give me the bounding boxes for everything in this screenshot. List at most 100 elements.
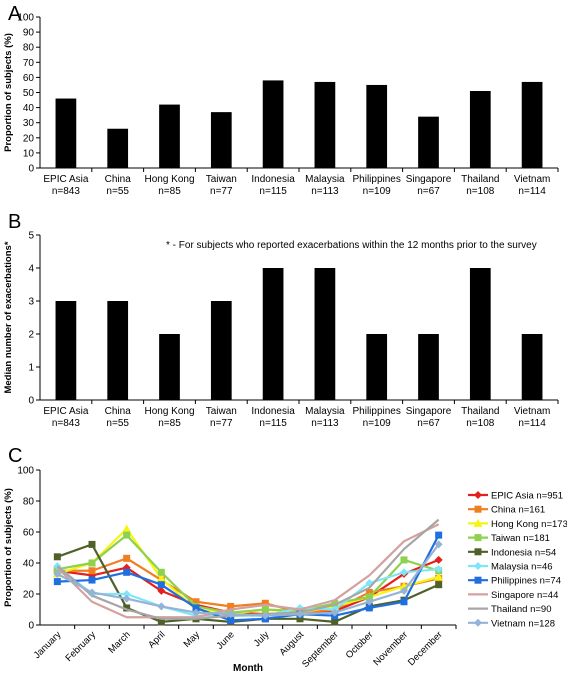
series-line xyxy=(53,540,443,620)
legend: EPIC Asia n=951 China n=161 Hong Kong n=17… xyxy=(468,491,567,629)
n-label: n=85 xyxy=(158,418,181,429)
data-point xyxy=(261,606,269,613)
y-tick-label: 70 xyxy=(23,58,35,69)
legend-item: Singapore n=44 xyxy=(468,590,558,601)
y-tick-label: 60 xyxy=(23,528,35,539)
legend-label: Malaysia n=46 xyxy=(491,562,553,573)
legend-label: Hong Kong n=173 xyxy=(491,519,567,530)
data-point xyxy=(435,581,443,589)
panel-label: A xyxy=(8,3,22,25)
legend-item: Taiwan n=181 xyxy=(468,533,550,544)
bar xyxy=(262,268,284,400)
series-line xyxy=(56,523,440,619)
annotation: * - For subjects who reported exacerbati… xyxy=(166,240,537,251)
data-point xyxy=(434,572,444,581)
bar xyxy=(418,116,439,168)
bar xyxy=(55,98,77,168)
x-tick-label: Indonesia xyxy=(251,174,295,185)
legend-label: Thailand n=90 xyxy=(491,604,551,615)
data-point xyxy=(192,608,200,617)
series-path xyxy=(56,543,440,617)
bar xyxy=(366,84,388,168)
n-label: n=114 xyxy=(518,418,546,429)
bar xyxy=(366,334,388,400)
data-point xyxy=(123,554,131,562)
data-point xyxy=(434,555,443,564)
y-tick-label: 100 xyxy=(17,466,34,477)
data-point xyxy=(53,569,62,578)
legend-item: Hong Kong n=173 xyxy=(468,518,567,530)
data-point xyxy=(365,588,373,596)
y-tick-label: 5 xyxy=(28,231,34,242)
y-axis-title: Proportion of subjects (%) xyxy=(3,33,14,152)
n-label: n=67 xyxy=(417,418,440,429)
y-tick-label: 100 xyxy=(17,13,34,24)
data-point xyxy=(227,616,235,624)
data-point xyxy=(474,505,482,513)
data-point xyxy=(122,590,131,598)
x-tick-label: May xyxy=(182,629,203,650)
data-point xyxy=(474,548,482,556)
n-label: n=113 xyxy=(311,186,339,197)
bar xyxy=(521,334,543,400)
data-point xyxy=(365,597,374,606)
x-tick-label: Thailand xyxy=(461,406,499,417)
data-point xyxy=(331,618,339,626)
bar xyxy=(469,268,491,400)
data-point xyxy=(261,611,270,620)
data-point xyxy=(122,524,132,533)
x-tick-label: March xyxy=(106,629,132,655)
series-path xyxy=(57,534,440,622)
x-tick-label: Philippines xyxy=(353,174,401,185)
x-tick-label: September xyxy=(300,629,341,670)
data-point xyxy=(88,576,96,584)
data-point xyxy=(365,593,373,601)
legend-item: Indonesia n=54 xyxy=(468,547,556,558)
bar-chart-panel-b: B 0 1 2 3 4 5 Median number of exacerbations* EP… xyxy=(3,211,559,429)
legend-label: Taiwan n=181 xyxy=(491,533,550,544)
data-point xyxy=(192,598,200,606)
y-tick-label: 4 xyxy=(28,264,34,275)
n-label: n=115 xyxy=(259,418,287,429)
legend-item: Vietnam n=128 xyxy=(468,618,555,629)
data-point xyxy=(88,559,96,567)
data-point xyxy=(53,578,61,586)
series-path xyxy=(56,523,440,619)
x-tick-label: EPIC Asia xyxy=(43,174,88,185)
x-tick-label: EPIC Asia xyxy=(43,406,88,417)
legend-label: Singapore n=44 xyxy=(491,590,558,601)
y-axis-title: Median number of exacerbations* xyxy=(3,241,14,393)
data-point xyxy=(227,602,235,610)
y-tick-label: 10 xyxy=(23,148,35,159)
n-label: n=843 xyxy=(52,418,81,429)
legend-item: Malaysia n=46 xyxy=(468,562,553,573)
data-point xyxy=(88,540,96,548)
x-tick-label: January xyxy=(32,629,64,661)
legend-item: Thailand n=90 xyxy=(468,604,551,615)
bar xyxy=(521,81,543,168)
bar xyxy=(55,301,77,400)
data-point xyxy=(400,598,408,606)
data-point xyxy=(123,604,131,612)
x-tick-label: Vietnam xyxy=(514,174,551,185)
x-tick-label: Malaysia xyxy=(305,174,345,185)
y-tick-label: 20 xyxy=(23,133,35,144)
bar xyxy=(107,301,129,400)
bar xyxy=(262,80,284,168)
x-tick-label: Malaysia xyxy=(305,406,345,417)
n-label: n=85 xyxy=(158,186,181,197)
legend-item: China n=161 xyxy=(468,505,545,516)
x-tick-label: Indonesia xyxy=(251,406,295,417)
x-tick-label: Philippines xyxy=(353,406,401,417)
n-label: n=109 xyxy=(363,186,392,197)
n-label: n=55 xyxy=(106,418,129,429)
y-tick-label: 60 xyxy=(23,73,35,84)
data-point xyxy=(473,518,483,527)
y-tick-label: 80 xyxy=(23,497,35,508)
x-tick-label: November xyxy=(371,629,410,668)
data-point xyxy=(365,604,373,612)
data-point xyxy=(53,553,61,561)
x-tick-label: February xyxy=(63,629,98,664)
